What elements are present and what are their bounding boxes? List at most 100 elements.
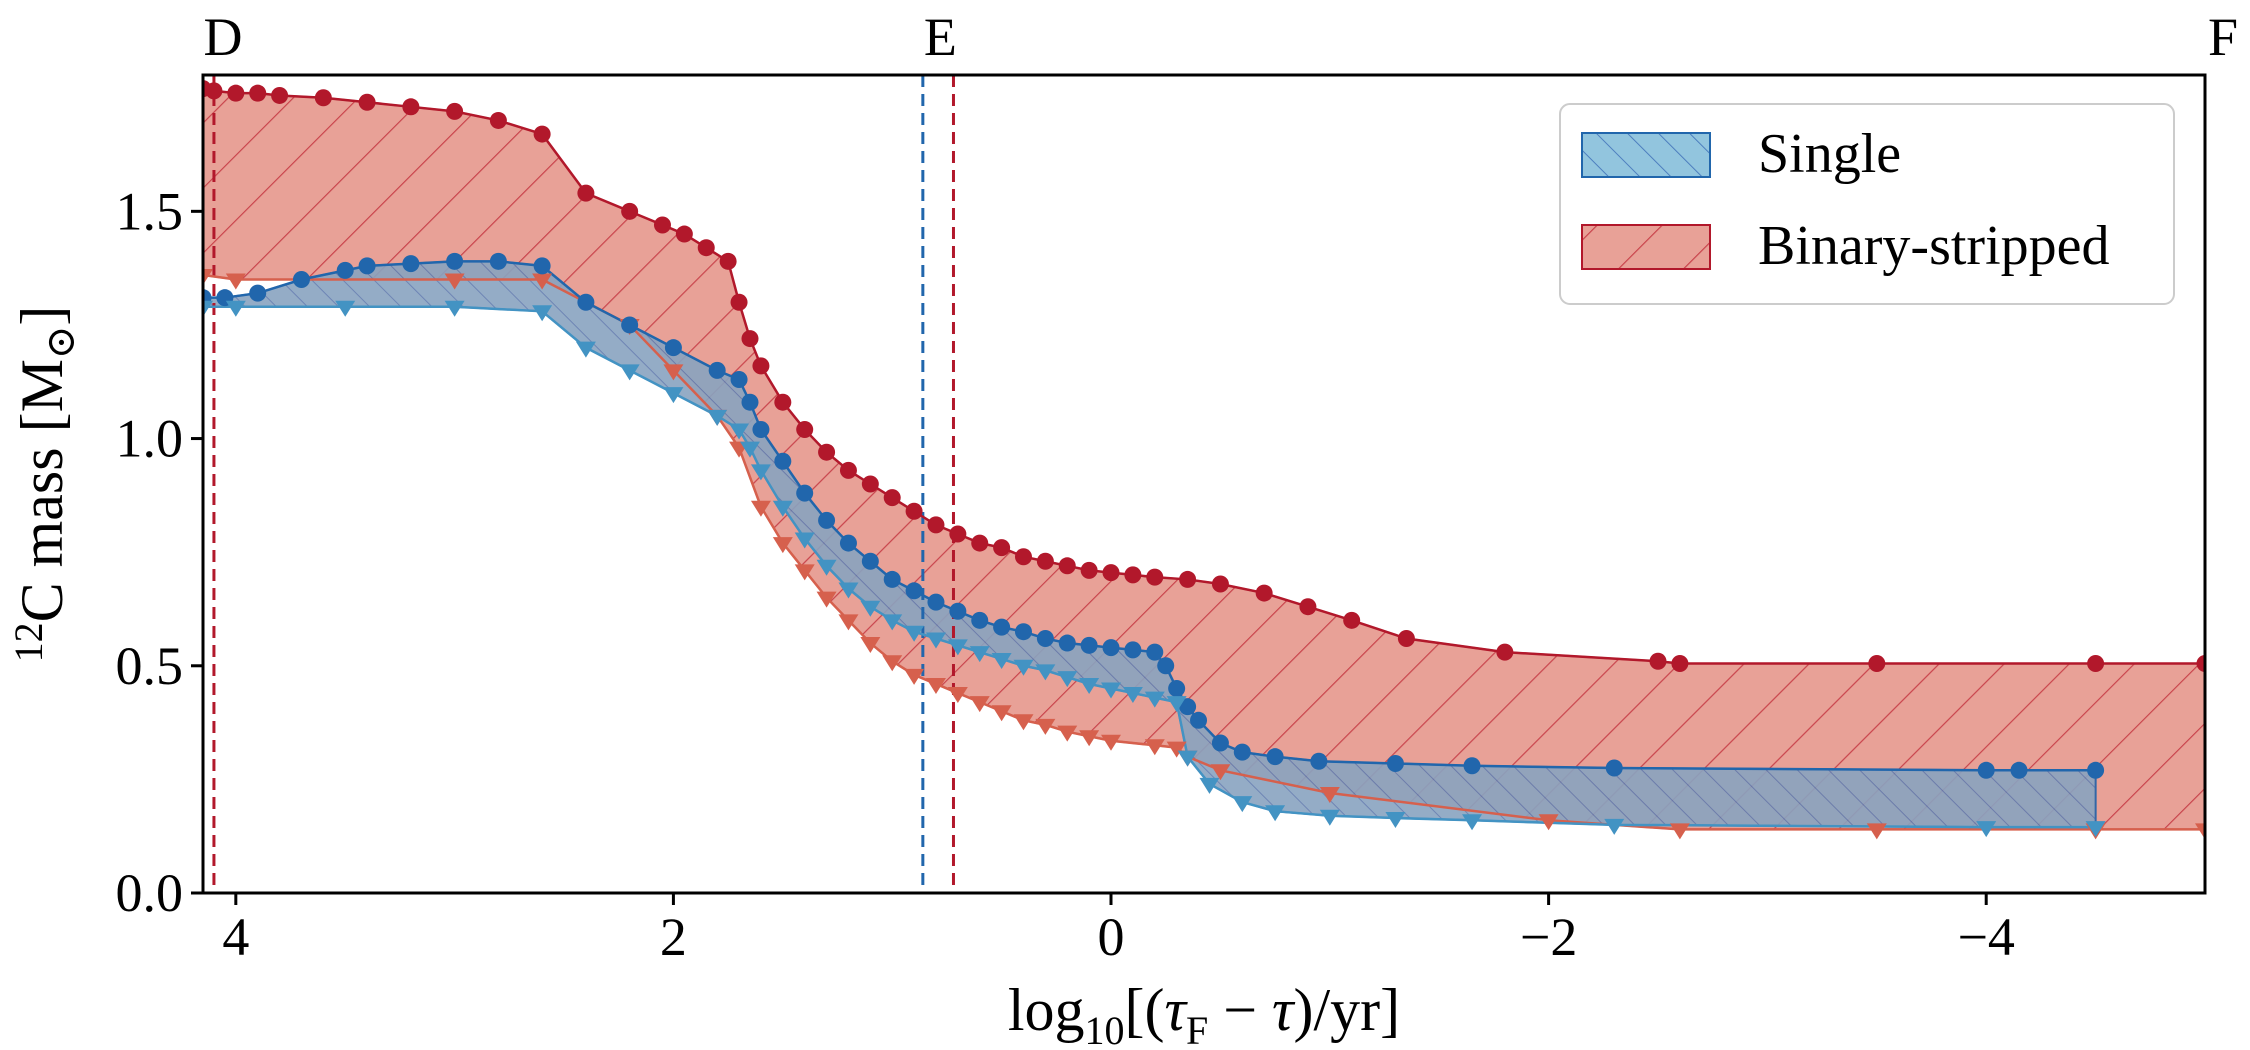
- marker-s2-p45: [1605, 759, 1623, 777]
- marker-s0-p15: [697, 239, 715, 257]
- marker-s2-p31: [1080, 636, 1098, 654]
- marker-s3-p22: [991, 652, 1012, 669]
- y-tick-label-3: 1.5: [116, 181, 184, 241]
- marker-s0-p13: [653, 216, 671, 234]
- marker-s2-p40: [1233, 743, 1251, 761]
- marker-s2-p41: [1266, 748, 1284, 766]
- marker-s3-p24: [1035, 664, 1056, 681]
- legend: Single Binary-stripped: [1559, 103, 2175, 305]
- marker-s3-p34: [1265, 805, 1286, 822]
- series-markers: [203, 80, 2205, 840]
- marker-s1-p17: [947, 687, 968, 704]
- marker-s2-p6: [402, 255, 420, 273]
- marker-s0-p46: [1671, 655, 1689, 673]
- legend-box: [1559, 103, 2175, 305]
- marker-s1-p29: [1319, 787, 1340, 804]
- marker-s0-p40: [1255, 584, 1273, 602]
- marker-s2-p26: [971, 611, 989, 629]
- marker-s2-p18: [796, 484, 814, 502]
- marker-s2-p11: [621, 316, 639, 334]
- marker-s1-p14: [882, 655, 903, 672]
- marker-s2-p42: [1310, 752, 1328, 770]
- marker-s1-p25: [1144, 739, 1165, 756]
- marker-s0-p39: [1211, 575, 1229, 593]
- marker-s0-p33: [1058, 557, 1076, 575]
- marker-s3-p13: [794, 532, 815, 549]
- legend-swatch-binary: [1581, 224, 1711, 270]
- x-tick-label-3: −2: [1520, 907, 1577, 967]
- marker-s0-p21: [796, 420, 814, 438]
- legend-label-binary: Binary-stripped: [1758, 215, 2109, 277]
- marker-s3-p4: [532, 305, 553, 322]
- marker-s0-p42: [1343, 611, 1361, 629]
- legend-label-single: Single: [1758, 123, 1901, 185]
- marker-s1-p16: [925, 677, 946, 694]
- marker-s0-p14: [675, 225, 693, 243]
- marker-s2-p21: [861, 552, 879, 570]
- marker-s1-p0: [203, 268, 213, 285]
- marker-s0-p20: [774, 393, 792, 411]
- y-axis: 0.0 0.5 1.0 1.5: [116, 181, 203, 923]
- marker-s3-p35: [1319, 809, 1340, 826]
- marker-s3-p39: [1976, 821, 1997, 838]
- marker-s3-p28: [1122, 687, 1143, 704]
- marker-s0-p48: [2087, 655, 2105, 673]
- marker-s3-p27: [1101, 682, 1122, 699]
- marker-s1-p30: [1538, 814, 1559, 831]
- marker-s0-p31: [1014, 548, 1032, 566]
- marker-s2-p37: [1179, 698, 1197, 716]
- marker-s2-p23: [905, 582, 923, 600]
- phase-label-F: F: [2208, 7, 2238, 67]
- marker-s0-p12: [621, 202, 639, 220]
- marker-s3-p29: [1144, 691, 1165, 708]
- marker-s1-p10: [794, 564, 815, 581]
- marker-s1-p23: [1079, 730, 1100, 747]
- marker-s3-p31: [1177, 750, 1198, 767]
- marker-s2-p12: [664, 339, 682, 357]
- marker-s3-p30: [1166, 696, 1187, 713]
- phase-label-D: D: [204, 7, 243, 67]
- marker-s0-p8: [446, 102, 464, 120]
- marker-s2-p38: [1190, 711, 1208, 729]
- marker-s3-p16: [860, 600, 881, 617]
- marker-s1-p8: [750, 500, 771, 517]
- marker-s0-p4: [271, 86, 289, 104]
- marker-s2-p2: [249, 284, 267, 302]
- marker-s1-p9: [772, 537, 793, 554]
- y-tick-label-1: 0.5: [116, 636, 184, 696]
- marker-s3-p18: [904, 625, 925, 642]
- marker-s2-p25: [949, 602, 967, 620]
- y-tick-label-0: 0.0: [116, 863, 184, 923]
- marker-s2-p19: [818, 511, 836, 529]
- x-tick-label-4: −4: [1957, 907, 2014, 967]
- marker-s1-p21: [1035, 718, 1056, 735]
- marker-s3-p19: [925, 632, 946, 649]
- marker-s1-p18: [969, 696, 990, 713]
- marker-s1-p12: [838, 614, 859, 631]
- marker-s0-p9: [489, 111, 507, 129]
- marker-s0-p29: [971, 534, 989, 552]
- marker-s2-p48: [2087, 761, 2105, 779]
- marker-s0-p23: [839, 461, 857, 479]
- marker-s2-p14: [730, 370, 748, 388]
- marker-s0-p17: [730, 293, 748, 311]
- marker-s0-p36: [1124, 566, 1142, 584]
- marker-s3-p36: [1385, 812, 1406, 829]
- marker-s2-p4: [336, 261, 354, 279]
- x-axis: 4 2 0 −2 −4: [222, 893, 2015, 967]
- marker-s0-p41: [1299, 598, 1317, 616]
- marker-s2-p35: [1157, 657, 1175, 675]
- marker-s0-p5: [314, 89, 332, 107]
- marker-s0-p47: [1868, 655, 1886, 673]
- y-axis-title: 12C mass [M⊙]: [6, 306, 83, 663]
- marker-s3-p40: [2085, 821, 2106, 838]
- marker-s2-p47: [2010, 761, 2028, 779]
- marker-s1-p24: [1101, 734, 1122, 751]
- marker-s0-p32: [1036, 552, 1054, 570]
- marker-s3-p23: [1013, 659, 1034, 676]
- marker-s1-p13: [860, 637, 881, 654]
- x-tick-label-1: 2: [660, 907, 687, 967]
- marker-s0-p6: [358, 93, 376, 111]
- marker-s0-p43: [1397, 630, 1415, 648]
